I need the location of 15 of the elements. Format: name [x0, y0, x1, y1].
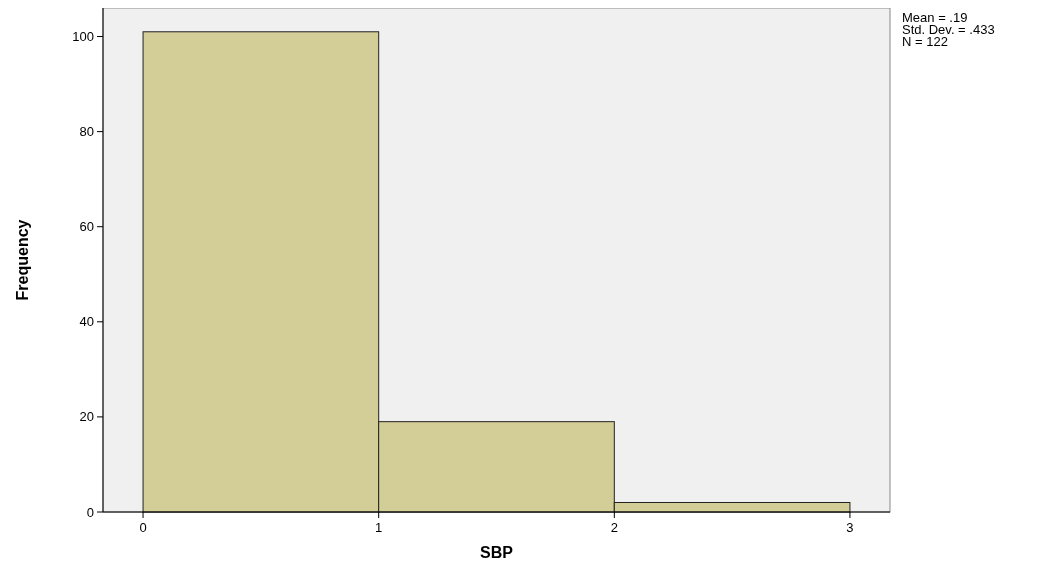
- y-tick-label: 60: [79, 219, 94, 235]
- x-tick-label: 0: [139, 520, 147, 535]
- y-tick-label: 80: [79, 124, 94, 140]
- text: N = 122: [902, 34, 948, 49]
- y-tick-label: 20: [79, 409, 94, 425]
- y-tick-label: 100: [72, 29, 94, 45]
- y-tick-label: 40: [79, 314, 94, 330]
- text: Mean = .19: [902, 10, 968, 25]
- x-tick-label: 1: [375, 520, 383, 535]
- text: Std. Dev. = .433: [902, 22, 995, 37]
- x-tick-label: 3: [846, 520, 854, 535]
- x-tick-label: 2: [610, 520, 618, 535]
- y-axis-title: Frequency: [14, 219, 31, 301]
- y-tick-label: 0: [86, 504, 94, 520]
- x-axis-title: SBP: [480, 544, 514, 561]
